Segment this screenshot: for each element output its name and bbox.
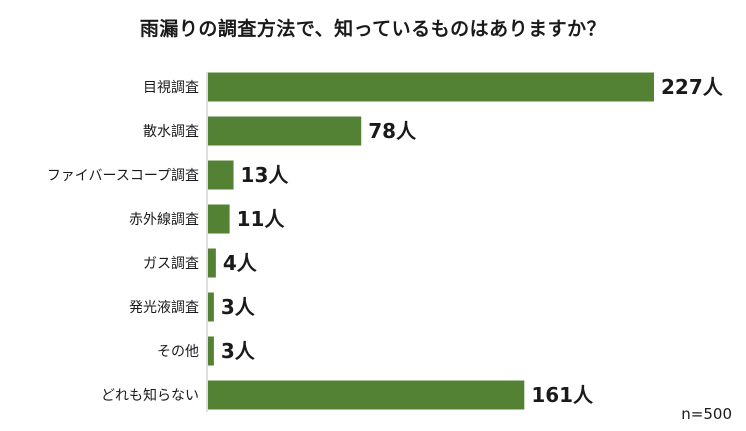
bar-7: [208, 380, 525, 410]
category-label-1: 散水調査: [143, 124, 199, 140]
value-label-3: 11人: [237, 207, 286, 231]
category-label-4: ガス調査: [143, 256, 199, 272]
bar-0: [208, 72, 654, 102]
category-labels: 目視調査散水調査ファイバースコープ調査赤外線調査ガス調査発光液調査その他どれも知…: [47, 80, 199, 404]
value-label-4: 4人: [223, 251, 258, 275]
chart-title: 雨漏りの調査方法で、知っているものはありますか？: [139, 18, 607, 40]
value-label-2: 13人: [241, 163, 290, 187]
bar-6: [208, 336, 214, 366]
value-label-1: 78人: [368, 119, 417, 143]
bar-4: [208, 248, 216, 278]
category-label-7: どれも知らない: [101, 387, 199, 404]
sample-size-note: n=500: [681, 405, 732, 423]
value-label-7: 161人: [531, 383, 594, 407]
value-label-0: 227人: [661, 75, 724, 99]
bar-5: [208, 292, 214, 322]
category-label-5: 発光液調査: [129, 300, 199, 316]
category-label-6: その他: [157, 344, 199, 360]
category-label-2: ファイバースコープ調査: [47, 168, 199, 184]
category-label-0: 目視調査: [143, 80, 199, 96]
value-labels: 227人 78人 13人 11人 4人 3人 3人 161人: [221, 75, 724, 407]
bar-2: [208, 160, 234, 190]
category-label-3: 赤外線調査: [129, 212, 199, 228]
bar-1: [208, 116, 362, 146]
bars-layer: [208, 72, 654, 410]
value-label-5: 3人: [221, 295, 256, 319]
value-label-6: 3人: [221, 339, 256, 363]
bar-3: [208, 204, 230, 234]
